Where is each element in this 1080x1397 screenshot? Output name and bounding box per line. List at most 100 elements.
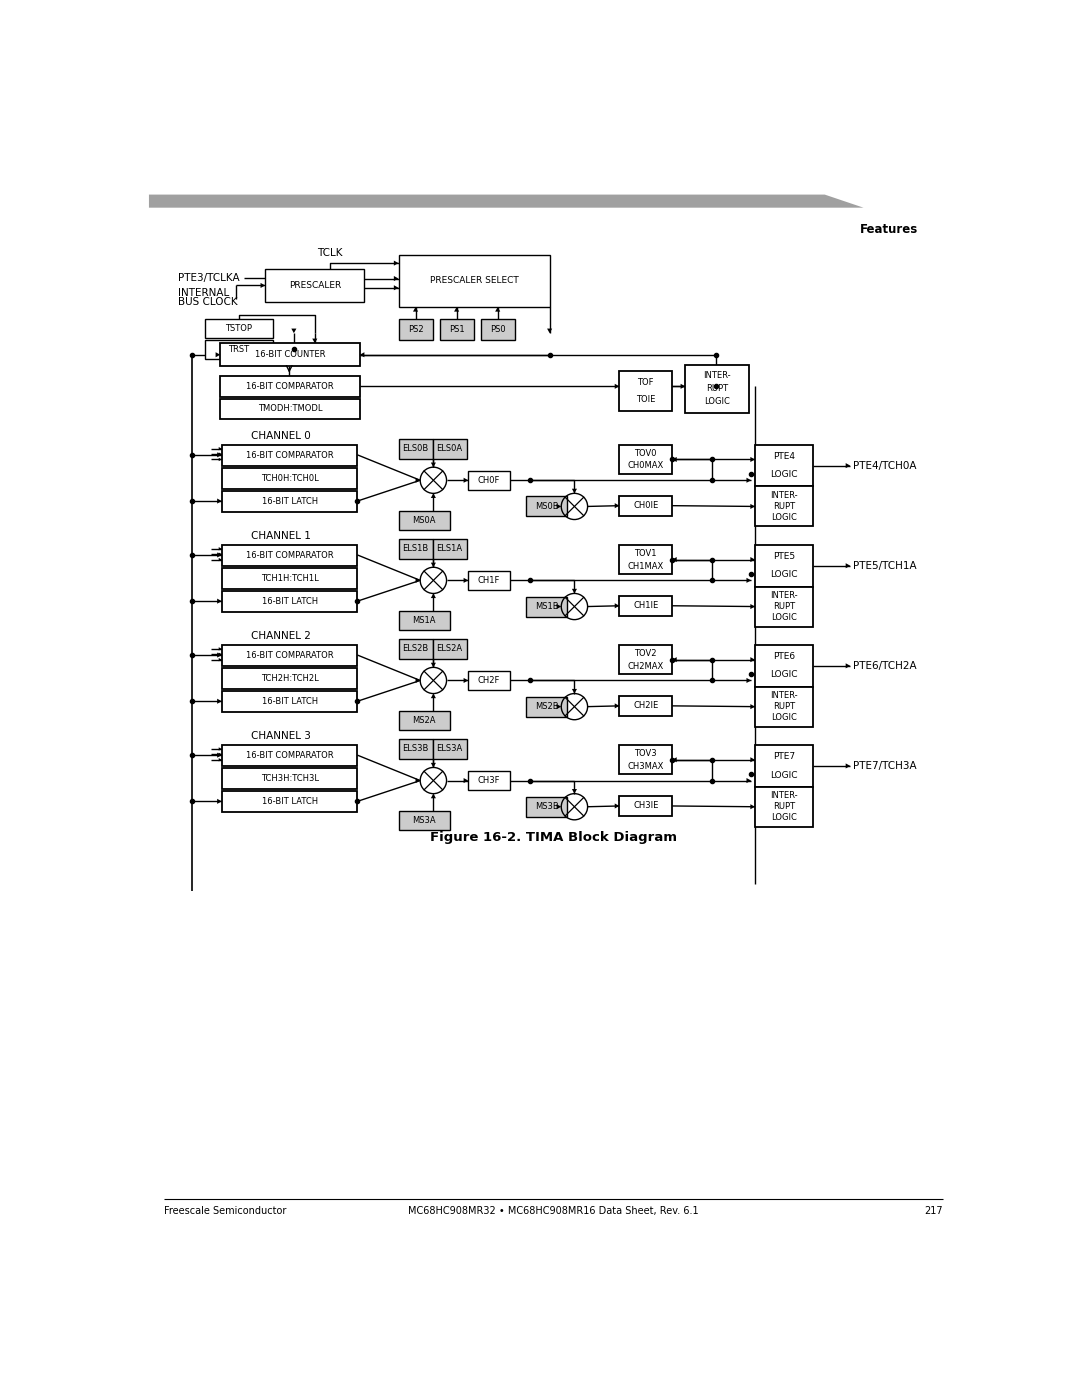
- Text: PS2: PS2: [408, 326, 423, 334]
- FancyBboxPatch shape: [399, 739, 433, 759]
- FancyBboxPatch shape: [755, 587, 813, 627]
- Text: TCH1H:TCH1L: TCH1H:TCH1L: [260, 574, 319, 583]
- Text: CH3F: CH3F: [478, 777, 500, 785]
- FancyBboxPatch shape: [399, 610, 449, 630]
- Text: RUPT: RUPT: [773, 802, 795, 812]
- Text: MS2B: MS2B: [535, 703, 558, 711]
- Text: 16-BIT COUNTER: 16-BIT COUNTER: [255, 351, 325, 359]
- Text: LOGIC: LOGIC: [704, 398, 730, 407]
- Text: 217: 217: [923, 1206, 943, 1215]
- Text: MS1B: MS1B: [535, 602, 558, 610]
- Text: TOV2: TOV2: [634, 648, 657, 658]
- FancyBboxPatch shape: [755, 745, 813, 787]
- FancyBboxPatch shape: [221, 791, 357, 812]
- Polygon shape: [572, 588, 577, 594]
- FancyBboxPatch shape: [469, 471, 510, 489]
- Text: MS0A: MS0A: [413, 515, 436, 525]
- FancyBboxPatch shape: [220, 398, 360, 419]
- Text: ELS1A: ELS1A: [436, 545, 462, 553]
- Text: PS0: PS0: [490, 326, 505, 334]
- Text: TCLK: TCLK: [318, 249, 343, 258]
- Polygon shape: [218, 652, 221, 657]
- Polygon shape: [463, 578, 469, 583]
- Polygon shape: [431, 493, 436, 497]
- Text: RUPT: RUPT: [773, 502, 795, 511]
- Text: CHANNEL 1: CHANNEL 1: [251, 531, 311, 541]
- Polygon shape: [431, 693, 436, 698]
- Polygon shape: [751, 557, 755, 562]
- FancyBboxPatch shape: [685, 365, 748, 412]
- Text: PTE4: PTE4: [773, 453, 795, 461]
- Polygon shape: [556, 805, 562, 809]
- FancyBboxPatch shape: [619, 545, 672, 574]
- Polygon shape: [217, 552, 221, 557]
- Polygon shape: [751, 457, 755, 462]
- FancyBboxPatch shape: [526, 597, 567, 616]
- Text: MC68HC908MR32 • MC68HC908MR16 Data Sheet, Rev. 6.1: MC68HC908MR32 • MC68HC908MR16 Data Sheet…: [408, 1206, 699, 1215]
- FancyBboxPatch shape: [619, 496, 672, 515]
- Text: PTE7/TCH3A: PTE7/TCH3A: [853, 761, 917, 771]
- FancyBboxPatch shape: [619, 645, 672, 675]
- Polygon shape: [751, 657, 755, 662]
- FancyBboxPatch shape: [221, 468, 357, 489]
- Text: PTE5/TCH1A: PTE5/TCH1A: [853, 560, 917, 571]
- FancyBboxPatch shape: [221, 490, 357, 511]
- Polygon shape: [312, 338, 318, 344]
- Text: CHANNEL 0: CHANNEL 0: [251, 430, 311, 440]
- FancyBboxPatch shape: [433, 739, 467, 759]
- Text: 16-BIT COMPARATOR: 16-BIT COMPARATOR: [246, 550, 334, 560]
- FancyBboxPatch shape: [221, 745, 357, 766]
- Text: PTE3/TCLKA: PTE3/TCLKA: [177, 272, 240, 282]
- Polygon shape: [416, 578, 420, 583]
- Polygon shape: [463, 478, 469, 483]
- Polygon shape: [216, 352, 220, 358]
- FancyBboxPatch shape: [266, 270, 364, 302]
- Text: RUPT: RUPT: [773, 703, 795, 711]
- Polygon shape: [416, 778, 420, 784]
- Text: 16-BIT LATCH: 16-BIT LATCH: [261, 597, 318, 606]
- Polygon shape: [556, 704, 562, 710]
- Polygon shape: [218, 447, 221, 450]
- Polygon shape: [218, 548, 221, 550]
- Polygon shape: [217, 499, 221, 503]
- Polygon shape: [218, 747, 221, 750]
- Polygon shape: [572, 789, 577, 793]
- Text: TOV1: TOV1: [634, 549, 657, 557]
- Polygon shape: [218, 557, 221, 562]
- Text: 16-BIT COMPARATOR: 16-BIT COMPARATOR: [246, 451, 334, 460]
- Polygon shape: [218, 453, 221, 455]
- Polygon shape: [463, 778, 469, 784]
- FancyBboxPatch shape: [399, 539, 433, 559]
- Polygon shape: [463, 678, 469, 683]
- Polygon shape: [846, 763, 850, 768]
- Text: CH0F: CH0F: [478, 476, 500, 485]
- FancyBboxPatch shape: [399, 638, 433, 659]
- Text: ELS3B: ELS3B: [403, 745, 429, 753]
- Text: MS2A: MS2A: [413, 717, 436, 725]
- FancyBboxPatch shape: [399, 511, 449, 529]
- FancyBboxPatch shape: [755, 444, 813, 486]
- FancyBboxPatch shape: [221, 692, 357, 712]
- Polygon shape: [751, 704, 755, 710]
- FancyBboxPatch shape: [221, 768, 357, 789]
- Text: PTE6: PTE6: [773, 652, 795, 661]
- Polygon shape: [218, 647, 221, 651]
- Polygon shape: [431, 594, 436, 598]
- Polygon shape: [431, 763, 436, 767]
- Polygon shape: [572, 689, 577, 693]
- Text: LOGIC: LOGIC: [770, 570, 798, 580]
- Text: INTERNAL: INTERNAL: [177, 288, 229, 298]
- Text: Features: Features: [860, 224, 918, 236]
- Text: TOV3: TOV3: [634, 749, 657, 757]
- FancyBboxPatch shape: [220, 344, 360, 366]
- Text: TOIE: TOIE: [636, 395, 656, 404]
- Text: BUS CLOCK: BUS CLOCK: [177, 298, 238, 307]
- FancyBboxPatch shape: [469, 671, 510, 690]
- Text: MS3B: MS3B: [535, 802, 558, 812]
- Polygon shape: [672, 457, 677, 462]
- Text: ELS2A: ELS2A: [436, 644, 462, 654]
- FancyBboxPatch shape: [399, 439, 433, 458]
- Text: CH3IE: CH3IE: [633, 802, 659, 810]
- Text: MS0B: MS0B: [535, 502, 558, 511]
- FancyBboxPatch shape: [526, 697, 567, 717]
